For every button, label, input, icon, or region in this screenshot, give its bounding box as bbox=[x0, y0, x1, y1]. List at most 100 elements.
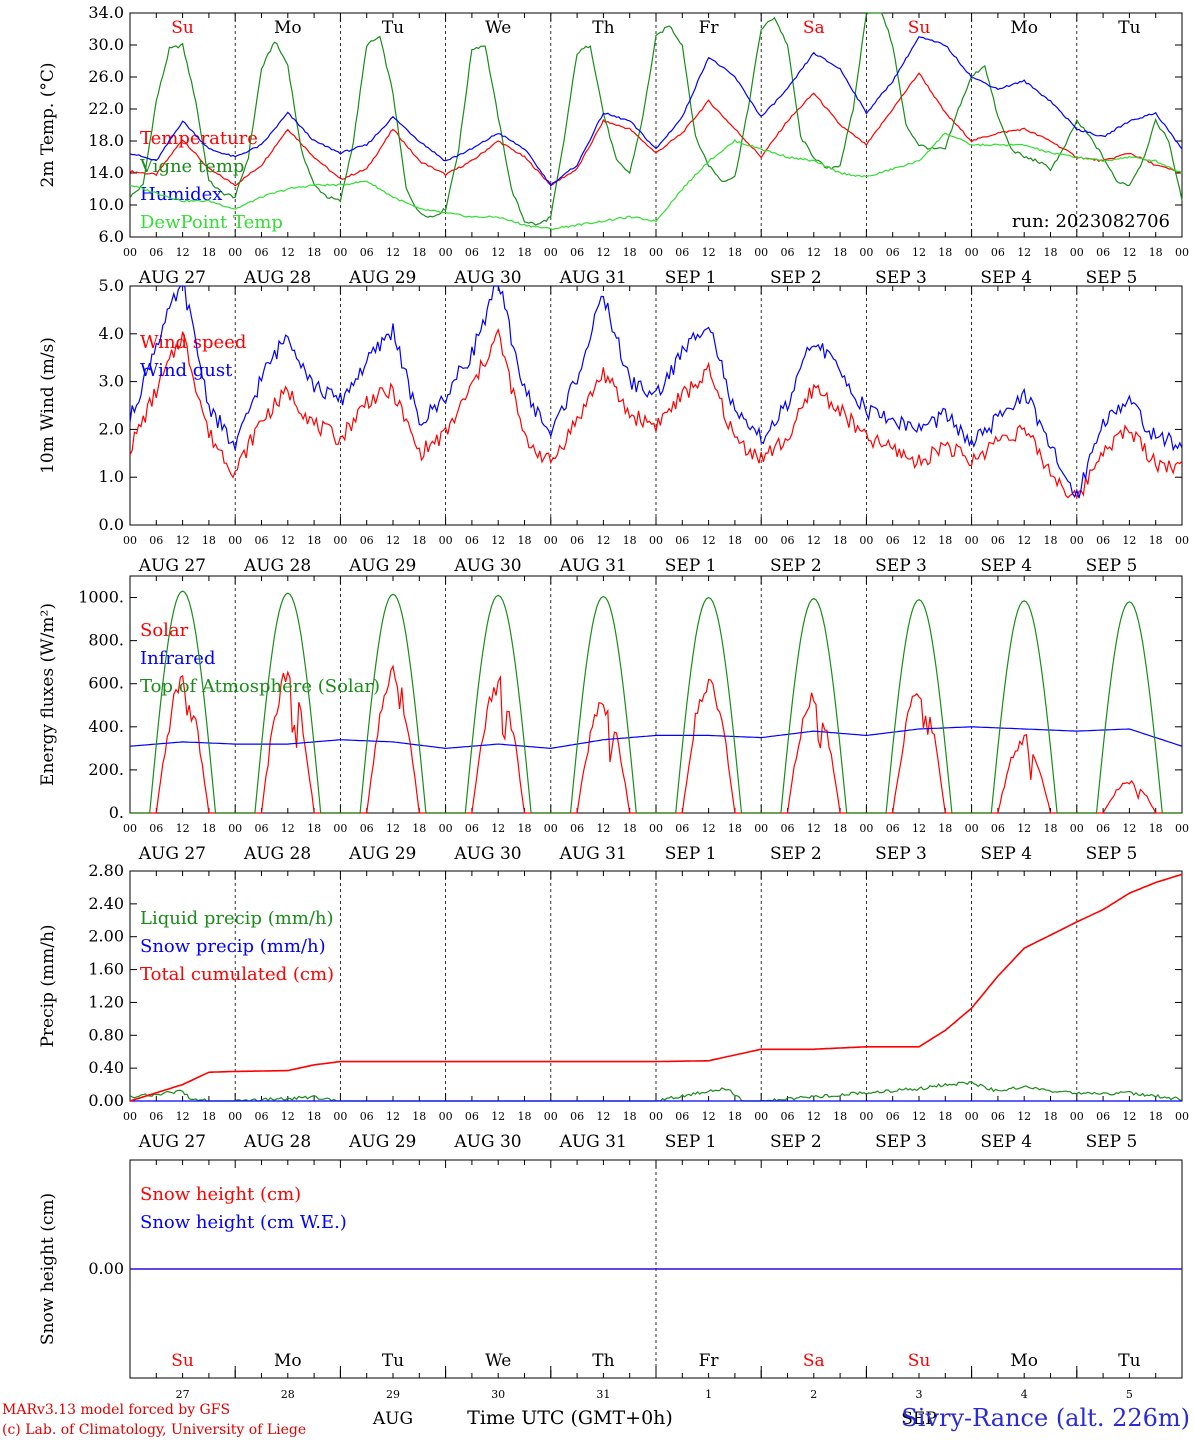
y-tick-label: 200. bbox=[88, 760, 124, 779]
model-credit: MARv3.13 model forced by GFS bbox=[2, 1402, 230, 1418]
date-tick-label: AUG 27 bbox=[138, 1132, 206, 1152]
y-tick-label: 0.80 bbox=[88, 1025, 124, 1044]
hour-tick-label: 12 bbox=[386, 1110, 400, 1123]
hour-tick-label: 18 bbox=[1149, 1110, 1163, 1123]
hour-tick-label: 06 bbox=[570, 822, 584, 835]
hour-tick-label: 12 bbox=[912, 534, 926, 547]
date-tick-label: AUG 29 bbox=[348, 1132, 416, 1152]
hour-tick-label: 00 bbox=[123, 822, 137, 835]
plot-frame bbox=[129, 285, 1183, 526]
date-tick-label: SEP 5 bbox=[1086, 844, 1138, 864]
hour-tick-label: 12 bbox=[386, 534, 400, 547]
hour-tick-label: 12 bbox=[807, 1110, 821, 1123]
hour-tick-label: 18 bbox=[728, 246, 742, 259]
y-tick-label: 22.0 bbox=[88, 99, 124, 118]
hour-tick-label: 06 bbox=[675, 1110, 689, 1123]
hour-tick-label: 00 bbox=[333, 534, 347, 547]
legend-entry: Top of Atmosphere (Solar) bbox=[140, 676, 380, 697]
date-tick-label: SEP 1 bbox=[665, 844, 717, 864]
date-tick-label: AUG 28 bbox=[243, 1132, 311, 1152]
y-axis-label: 2m Temp. (°C) bbox=[38, 62, 58, 187]
y-tick-label: 18.0 bbox=[88, 131, 124, 150]
hour-tick-label: 18 bbox=[728, 534, 742, 547]
hour-tick-label: 18 bbox=[1044, 822, 1058, 835]
hour-tick-label: 00 bbox=[1070, 246, 1084, 259]
hour-tick-label: 06 bbox=[570, 1110, 584, 1123]
hour-tick-label: 12 bbox=[1122, 1110, 1136, 1123]
series-line-wind-speed bbox=[129, 328, 1183, 500]
legend-entry: Infrared bbox=[140, 648, 215, 669]
hour-tick-label: 00 bbox=[123, 246, 137, 259]
hour-tick-label: 18 bbox=[623, 822, 637, 835]
hour-tick-label: 06 bbox=[991, 246, 1005, 259]
day-of-week-label: Tu bbox=[1118, 18, 1140, 38]
day-number-label: 31 bbox=[596, 1388, 610, 1401]
y-tick-label: 600. bbox=[88, 674, 124, 693]
hour-tick-label: 18 bbox=[518, 246, 532, 259]
date-tick-label: AUG 27 bbox=[138, 268, 206, 288]
day-of-week-label: Sa bbox=[803, 18, 825, 38]
hour-tick-label: 00 bbox=[859, 534, 873, 547]
hour-tick-label: 00 bbox=[544, 534, 558, 547]
date-tick-label: SEP 5 bbox=[1086, 1132, 1138, 1152]
hour-tick-label: 06 bbox=[991, 1110, 1005, 1123]
y-tick-label: 1.0 bbox=[99, 467, 124, 486]
y-tick-label: 1.20 bbox=[88, 992, 124, 1011]
hour-tick-label: 18 bbox=[518, 534, 532, 547]
hour-tick-label: 12 bbox=[807, 534, 821, 547]
hour-tick-label: 06 bbox=[255, 1110, 269, 1123]
hour-tick-label: 18 bbox=[518, 822, 532, 835]
month-label: SEP bbox=[901, 1409, 937, 1429]
y-tick-label: 2.80 bbox=[88, 861, 124, 880]
date-tick-label: SEP 2 bbox=[770, 556, 822, 576]
hour-tick-label: 06 bbox=[570, 246, 584, 259]
hour-tick-label: 12 bbox=[386, 822, 400, 835]
day-of-week-label: Su bbox=[908, 18, 931, 38]
hour-tick-label: 06 bbox=[149, 822, 163, 835]
meteogram-panels: 6.010.014.018.022.026.030.034.02m Temp. … bbox=[38, 3, 1189, 1429]
date-tick-label: SEP 4 bbox=[980, 556, 1032, 576]
date-tick-label: AUG 29 bbox=[348, 844, 416, 864]
date-tick-label: AUG 31 bbox=[559, 1132, 627, 1152]
date-tick-label: AUG 27 bbox=[138, 556, 206, 576]
lab-credit: (c) Lab. of Climatology, University of L… bbox=[2, 1422, 306, 1438]
series-line-total-cumulated-cm- bbox=[129, 873, 1183, 1102]
hour-tick-label: 06 bbox=[1096, 246, 1110, 259]
day-number-label: 2 bbox=[810, 1388, 817, 1401]
hour-tick-label: 06 bbox=[781, 822, 795, 835]
day-of-week-label: Su bbox=[908, 1351, 931, 1371]
hour-tick-label: 00 bbox=[754, 246, 768, 259]
date-tick-label: SEP 5 bbox=[1086, 268, 1138, 288]
date-tick-label: AUG 31 bbox=[559, 268, 627, 288]
hour-tick-label: 00 bbox=[649, 822, 663, 835]
hour-tick-label: 18 bbox=[728, 1110, 742, 1123]
day-of-week-label: Fr bbox=[699, 18, 720, 38]
hour-tick-label: 18 bbox=[623, 534, 637, 547]
hour-tick-label: 18 bbox=[412, 822, 426, 835]
hour-tick-label: 00 bbox=[228, 534, 242, 547]
hour-tick-label: 12 bbox=[281, 822, 295, 835]
hour-tick-label: 12 bbox=[702, 1110, 716, 1123]
plot-frame bbox=[129, 12, 1183, 238]
x-axis-label: Time UTC (GMT+0h) bbox=[467, 1407, 673, 1429]
y-axis-label: Precip (mm/h) bbox=[38, 924, 58, 1047]
hour-tick-label: 18 bbox=[1149, 246, 1163, 259]
day-of-week-label: Tu bbox=[382, 18, 404, 38]
series-line-vigne-temp bbox=[129, 12, 1183, 226]
y-axis-label: Energy fluxes (W/m²) bbox=[38, 603, 58, 786]
hour-tick-label: 06 bbox=[465, 534, 479, 547]
hour-tick-label: 06 bbox=[781, 1110, 795, 1123]
hour-tick-label: 00 bbox=[1175, 246, 1189, 259]
hour-tick-label: 00 bbox=[649, 246, 663, 259]
hour-tick-label: 18 bbox=[1149, 822, 1163, 835]
hour-tick-label: 00 bbox=[754, 822, 768, 835]
hour-tick-label: 06 bbox=[465, 1110, 479, 1123]
date-tick-label: SEP 3 bbox=[875, 844, 927, 864]
date-tick-label: SEP 2 bbox=[770, 844, 822, 864]
hour-tick-label: 00 bbox=[333, 1110, 347, 1123]
hour-tick-label: 12 bbox=[702, 534, 716, 547]
series-line-temperature bbox=[129, 72, 1183, 187]
panel-energy: 0. 200. 400. 600. 800. 1000. Energy fluxes (W/… bbox=[38, 575, 1189, 864]
month-label: AUG bbox=[372, 1409, 413, 1429]
